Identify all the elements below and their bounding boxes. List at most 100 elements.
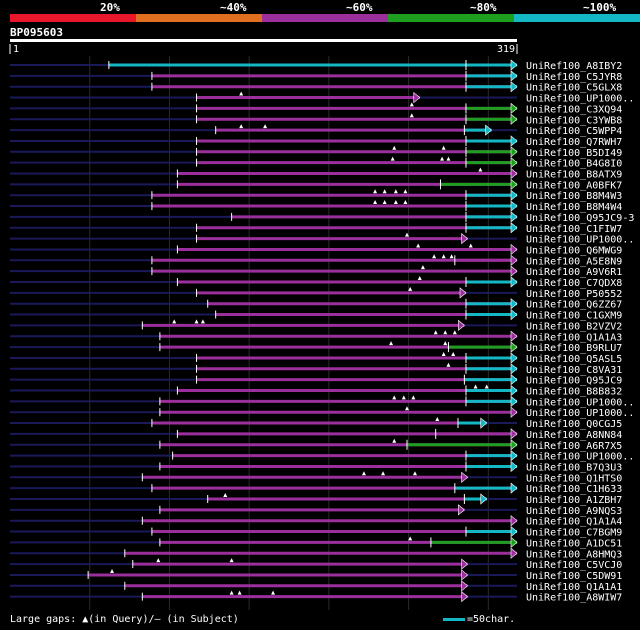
hit-name: UniRef100_C5WPP4: [526, 126, 622, 137]
hit-end-arrow: [458, 504, 465, 516]
query-gap-marker: [441, 351, 446, 356]
legend-label: ~60%: [346, 1, 373, 14]
hit-end-arrow: [510, 102, 518, 115]
hit-end-arrow: [510, 352, 518, 364]
query-gap-marker: [443, 341, 448, 346]
hit-end-arrow: [510, 363, 518, 375]
hit-end-arrow: [510, 536, 518, 549]
legend-label: 20%: [100, 1, 120, 14]
hit-name: UniRef100_Q95JC9: [526, 376, 622, 387]
hit-name: UniRef100_UP1000..: [526, 397, 634, 408]
hit-name: UniRef100_C1FIW7: [526, 224, 622, 235]
query-gap-marker: [223, 493, 228, 497]
hit-name: UniRef100_C5JYR8: [526, 72, 622, 83]
query-gap-marker: [416, 243, 421, 248]
query-gap-marker: [412, 471, 417, 476]
query-gap-marker: [263, 124, 268, 129]
query-gap-marker: [451, 351, 456, 356]
hit-end-arrow: [510, 265, 518, 277]
hit-name: UniRef100_C3YWB8: [526, 115, 622, 126]
hit-name: UniRef100_Q1A1A1: [526, 582, 622, 593]
hit-end-arrow: [510, 70, 518, 82]
query-gap-marker: [172, 319, 177, 324]
query-gap-marker: [443, 330, 448, 335]
hit-end-arrow: [510, 384, 518, 397]
axis-end-label: 319: [497, 44, 515, 55]
hit-name: UniRef100_C7BGM9: [526, 528, 622, 539]
hit-end-arrow: [510, 135, 518, 147]
hit-end-arrow: [510, 341, 518, 353]
query-gap-marker: [200, 319, 205, 324]
legend-label: ~40%: [220, 1, 247, 14]
query-gap-marker: [441, 145, 446, 150]
hit-name: UniRef100_C5GLX8: [526, 83, 622, 94]
hit-name: UniRef100_Q1A1A4: [526, 517, 622, 528]
query-gap-marker: [446, 362, 451, 367]
query-name: BP095603: [10, 26, 63, 39]
hit-end-arrow: [510, 406, 518, 418]
query-gap-marker: [229, 590, 234, 595]
query-gap-marker: [435, 417, 440, 422]
query-gap-marker: [237, 590, 242, 595]
hit-end-arrow: [510, 439, 518, 451]
hit-name: UniRef100_Q6MWG9: [526, 245, 622, 256]
query-gap-marker: [446, 156, 451, 161]
hit-end-arrow: [510, 113, 518, 125]
legend-label: ~100%: [583, 1, 617, 14]
hit-end-arrow: [461, 591, 469, 603]
hit-end-arrow: [413, 91, 421, 104]
query-gap-marker: [484, 384, 489, 389]
hit-name: UniRef100_P50552: [526, 289, 622, 300]
legend-swatch: [514, 14, 640, 22]
query-gap-marker: [381, 471, 386, 476]
hit-end-arrow: [510, 515, 518, 527]
hit-name: UniRef100_C7QDX8: [526, 278, 622, 289]
hit-name: UniRef100_B5DI49: [526, 148, 622, 159]
hit-name: UniRef100_C1GXM9: [526, 311, 622, 322]
hit-name: UniRef100_C5VCJ0: [526, 560, 622, 571]
scale-label: =50char.: [467, 614, 516, 625]
hit-end-arrow: [510, 157, 518, 169]
hit-end-arrow: [461, 569, 469, 581]
hit-end-arrow: [510, 460, 518, 473]
hit-end-arrow: [510, 449, 518, 462]
query-gap-marker: [440, 156, 445, 161]
hit-name: UniRef100_A9NQS3: [526, 506, 622, 517]
hit-name: UniRef100_A8IBY2: [526, 61, 622, 72]
hit-end-arrow: [461, 558, 469, 570]
scale-legend: =50char.: [443, 614, 515, 625]
hit-name: UniRef100_A0BFK7: [526, 180, 622, 191]
hit-end-arrow: [510, 254, 518, 266]
hit-name: UniRef100_B8B832: [526, 387, 622, 398]
hit-end-arrow: [480, 417, 488, 429]
query-gap-marker: [417, 276, 422, 280]
hit-end-arrow: [510, 547, 518, 559]
legend-label: ~80%: [470, 1, 497, 14]
hit-name: UniRef100_A1ZBH7: [526, 495, 622, 506]
hit-end-arrow: [510, 167, 518, 180]
query-gap-marker: [420, 265, 425, 270]
hit-end-arrow: [510, 81, 518, 93]
query-gap-marker: [194, 319, 199, 324]
query-gap-marker: [408, 536, 413, 541]
hit-name: UniRef100_UP1000..: [526, 235, 634, 246]
hit-end-arrow: [510, 395, 518, 407]
query-gap-marker: [432, 254, 437, 259]
query-gap-marker: [361, 471, 366, 476]
hit-end-arrow: [459, 287, 467, 299]
query-gap-marker: [441, 254, 446, 259]
query-gap-marker: [229, 558, 234, 563]
hit-end-arrow: [510, 146, 518, 158]
hit-name: UniRef100_UP1000..: [526, 94, 634, 105]
hit-end-arrow: [510, 243, 518, 256]
query-gap-marker: [409, 102, 414, 107]
gap-legend: Large gaps: ▲(in Query)/— (in Subject): [10, 614, 239, 625]
hit-end-arrow: [510, 222, 518, 234]
hit-name: UniRef100_A9V6R1: [526, 267, 622, 278]
hit-name: UniRef100_A8NN84: [526, 430, 622, 441]
hit-name: UniRef100_C3XQ94: [526, 104, 622, 115]
hit-end-arrow: [510, 525, 518, 538]
query-gap-marker: [478, 167, 483, 172]
query-gap-marker: [390, 156, 395, 161]
